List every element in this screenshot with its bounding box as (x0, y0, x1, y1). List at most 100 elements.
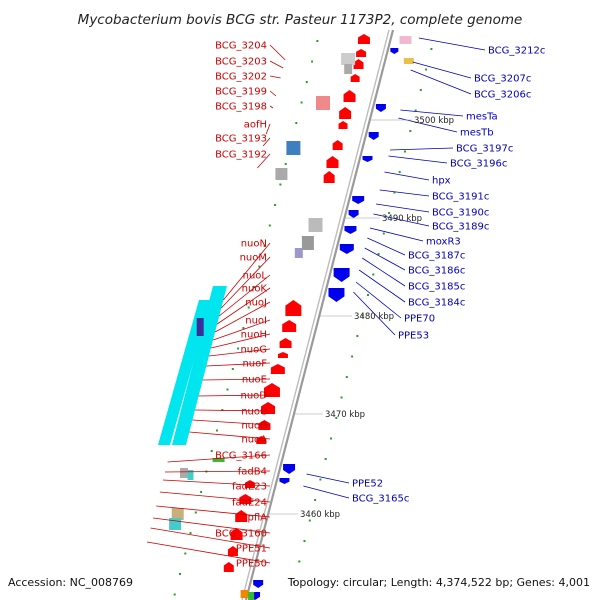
reverse-gene-arrow (339, 244, 354, 254)
track-tick-left (184, 552, 187, 555)
label-leader-right (412, 61, 472, 79)
label-leader-left (269, 105, 274, 109)
label-leader-right (390, 147, 454, 151)
label-leader-right (400, 109, 464, 117)
gene-label-right: mesTb (460, 128, 494, 139)
label-leader-left (269, 75, 281, 79)
gene-label-left: nuoM (240, 253, 267, 264)
track-tick-left (242, 327, 245, 329)
label-leader-left (202, 378, 271, 381)
label-leader-left (269, 90, 277, 97)
track-tick-right (345, 376, 348, 378)
track-tick-right (319, 478, 322, 481)
label-leader-right (306, 473, 350, 484)
gene-label-right: BCG_3207c (474, 74, 531, 85)
gene-label-right: BCG_3189c (432, 222, 489, 233)
forward-gene-arrow (323, 171, 335, 183)
forward-gene-arrow (279, 338, 292, 348)
track-tick-left (247, 306, 250, 309)
gene-labels: BCG_3204 BCG_3203 BCG_3202 BCG_3199 BCG_3198… (215, 41, 545, 570)
gene-feature-box (316, 96, 330, 110)
gene-label-left: BCG_3198 (215, 102, 267, 113)
gene-label-left: nuoL (243, 271, 268, 282)
track-tick-right (308, 519, 311, 522)
track-tick-left (226, 388, 229, 391)
gene-label-left: nuoA (241, 435, 267, 446)
label-leader-right (398, 117, 458, 133)
gene-feature-box (301, 236, 314, 250)
label-leader-left (208, 348, 271, 357)
gene-label-left: nuoH (241, 330, 267, 341)
label-leader-left (159, 491, 271, 503)
gene-label-right: BCG_3206c (474, 90, 531, 101)
label-leader-left (218, 274, 271, 317)
gene-label-left: nuoK (242, 284, 268, 295)
forward-gene-arrow (239, 494, 252, 504)
gene-features (157, 34, 414, 600)
genome-backbone-outer (244, 29, 395, 600)
track-tick-right (324, 458, 327, 460)
forward-gene-arrow (356, 49, 367, 57)
gene-label-left: nuoJ (245, 298, 267, 309)
reverse-gene-arrow (333, 268, 350, 282)
label-leader-left (164, 470, 271, 473)
gene-label-right: moxR3 (426, 237, 461, 248)
track-tick-right (388, 212, 391, 214)
gene-label-left: BCG_3202 (215, 72, 267, 83)
gene-label-right: BCG_3185c (408, 282, 465, 293)
gene-label-right: hpx (432, 176, 451, 187)
forward-gene-arrow (227, 546, 238, 556)
track-tick-left (189, 532, 192, 534)
label-leader-right (367, 237, 406, 256)
forward-gene-arrow (277, 352, 288, 358)
gene-label-right: mesTa (466, 112, 498, 123)
gene-label-left: pflA (248, 513, 268, 524)
track-tick-left (279, 183, 282, 186)
label-leader-right (379, 189, 430, 197)
kbp-marker-label: 3460 kbp (300, 510, 340, 520)
gene-label-left: BCG_3203 (215, 57, 267, 68)
track-tick-right (382, 232, 385, 235)
gene-label-right: BCG_3190c (432, 208, 489, 219)
gene-feature-box (286, 141, 301, 155)
label-leader-left (212, 319, 271, 341)
track-tick-right (330, 437, 332, 440)
track-tick-right (414, 109, 417, 112)
label-leader-left (214, 301, 271, 333)
kbp-markers: 3500 kbp 3490 kbp 3480 kbp 3470 kbp 3460 kbp (268, 116, 454, 520)
gene-feature-box (294, 248, 303, 258)
track-tick-right (303, 540, 306, 542)
label-leader-right (410, 69, 472, 95)
track-tick-right (314, 499, 317, 501)
label-leader-right (388, 155, 448, 164)
gene-label-left: aofH (244, 120, 267, 131)
track-tick-right (398, 171, 401, 173)
label-leader-left (221, 256, 271, 309)
label-leader-lines (146, 37, 486, 564)
forward-gene-arrow (223, 562, 234, 572)
label-leader-right (303, 485, 350, 499)
track-tick-right (335, 417, 338, 419)
nuo-dark-segment (196, 318, 204, 336)
nuo-operon-block (171, 286, 227, 445)
track-tick-left (173, 593, 176, 596)
gene-feature-box (341, 53, 356, 65)
forward-gene-arrow (339, 107, 352, 119)
gene-feature-box (248, 592, 255, 600)
label-leader-left (216, 287, 271, 325)
gene-label-left: nuoI (245, 316, 267, 327)
label-leader-right (369, 227, 424, 242)
label-leader-left (167, 454, 271, 463)
gene-label-left: PPE50 (236, 559, 267, 570)
track-tick-right (361, 314, 364, 317)
forward-gene-arrow (244, 480, 255, 488)
gene-feature-box (240, 590, 249, 598)
track-tick-left (231, 368, 234, 370)
label-leader-left (156, 505, 271, 518)
gc-skew-dots (173, 40, 433, 596)
track-tick-left (263, 245, 266, 247)
gene-feature-box (212, 458, 225, 462)
track-tick-left (210, 450, 213, 452)
track-tick-left (295, 122, 298, 124)
